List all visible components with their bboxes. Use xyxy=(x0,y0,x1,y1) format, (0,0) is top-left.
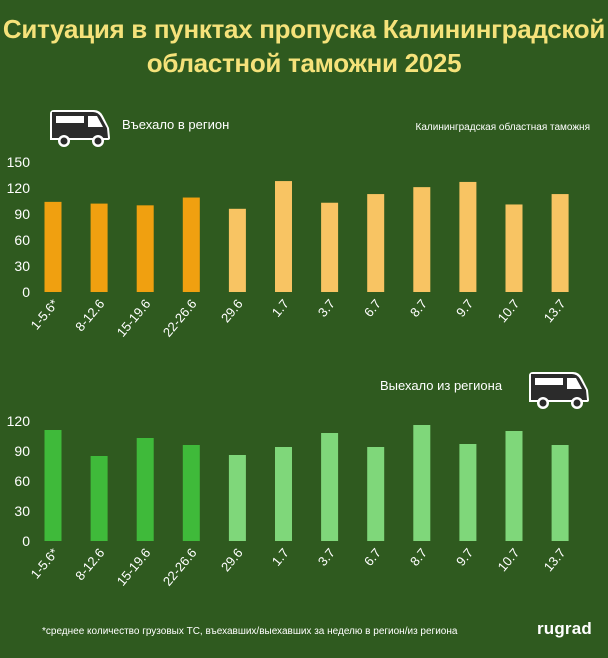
y-tick-label: 60 xyxy=(14,232,30,248)
bar-6.7 xyxy=(367,447,385,541)
x-category-label: 8-12.6 xyxy=(72,545,107,583)
bar-8-12.6 xyxy=(90,456,108,541)
footnote: *среднее количество грузовых ТС, въехавш… xyxy=(42,626,458,637)
bar-13.7 xyxy=(551,445,569,541)
bar-3.7 xyxy=(321,202,339,292)
bar-13.7 xyxy=(551,194,569,292)
x-category-label: 8.7 xyxy=(407,545,430,568)
bar-1-5.6* xyxy=(44,430,62,541)
bar-22-26.6 xyxy=(182,445,200,541)
bar-8.7 xyxy=(413,425,431,541)
x-category-label: 3.7 xyxy=(315,545,338,568)
bar-8.7 xyxy=(413,187,431,292)
x-category-label: 1.7 xyxy=(269,545,292,568)
x-category-label: 6.7 xyxy=(361,545,384,568)
bar-22-26.6 xyxy=(182,197,200,292)
legend-exited: Выехало из региона xyxy=(380,378,503,393)
x-category-label: 10.7 xyxy=(495,545,523,574)
legend-entered: Въехало в регион xyxy=(122,117,230,132)
bar-10.7 xyxy=(505,204,523,292)
y-tick-label: 120 xyxy=(7,413,31,429)
title-line-2: областной таможни 2025 xyxy=(146,48,462,78)
bar-9.7 xyxy=(459,444,477,541)
y-tick-label: 30 xyxy=(14,503,30,519)
y-tick-label: 0 xyxy=(22,284,30,300)
bar-15-19.6 xyxy=(136,205,154,292)
x-category-label: 1-5.6* xyxy=(28,545,62,581)
x-category-label: 29.6 xyxy=(218,545,246,574)
y-tick-label: 150 xyxy=(7,154,31,170)
x-category-label: 9.7 xyxy=(453,545,476,568)
bar-29.6 xyxy=(228,455,246,541)
y-tick-label: 60 xyxy=(14,473,30,489)
bar-6.7 xyxy=(367,194,385,292)
bar-15-19.6 xyxy=(136,438,154,541)
y-tick-label: 90 xyxy=(14,443,30,459)
bar-9.7 xyxy=(459,181,477,292)
brand-logo: rugrad xyxy=(536,619,592,638)
source-label: Калининградская областная таможня xyxy=(415,122,590,133)
bar-10.7 xyxy=(505,431,523,541)
x-category-label: 13.7 xyxy=(541,545,569,574)
title-line-1: Ситуация в пунктах пропуска Калининградс… xyxy=(2,14,606,44)
bar-1.7 xyxy=(275,447,292,541)
y-tick-label: 30 xyxy=(14,258,30,274)
bar-1.7 xyxy=(275,181,292,292)
bar-29.6 xyxy=(228,208,246,292)
x-category-label: 15-19.6 xyxy=(114,545,154,588)
y-tick-label: 120 xyxy=(7,180,31,196)
bar-1-5.6* xyxy=(44,201,62,292)
y-tick-label: 0 xyxy=(22,533,30,549)
x-category-label: 22-26.6 xyxy=(160,545,200,588)
bar-8-12.6 xyxy=(90,203,108,292)
y-tick-label: 90 xyxy=(14,206,30,222)
page-title: Ситуация в пунктах пропуска Калининградс… xyxy=(0,12,608,80)
bar-3.7 xyxy=(321,433,339,541)
